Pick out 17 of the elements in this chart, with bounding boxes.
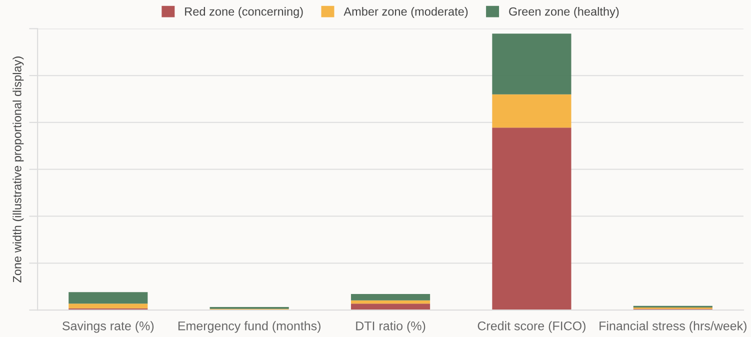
y-axis-title: Zone width (illustrative proportional display) xyxy=(12,56,24,282)
legend-label: Green zone (healthy) xyxy=(509,7,619,18)
x-tick-label: Emergency fund (months) xyxy=(178,321,320,333)
bar xyxy=(350,300,430,304)
bar xyxy=(492,128,572,310)
x-tick-label: Credit score (FICO) xyxy=(478,321,586,333)
bar xyxy=(350,294,430,300)
bar xyxy=(68,292,148,304)
bar xyxy=(492,34,572,94)
bar xyxy=(68,304,148,308)
legend-label: Amber zone (moderate) xyxy=(344,7,468,18)
bar xyxy=(492,94,572,128)
x-tick-label: Savings rate (%) xyxy=(62,321,154,333)
x-tick-label: Financial stress (hrs/week) xyxy=(600,321,746,333)
legend-label: Red zone (concerning) xyxy=(185,7,303,18)
bar xyxy=(350,304,430,310)
x-tick-label: DTI ratio (%) xyxy=(356,321,426,333)
